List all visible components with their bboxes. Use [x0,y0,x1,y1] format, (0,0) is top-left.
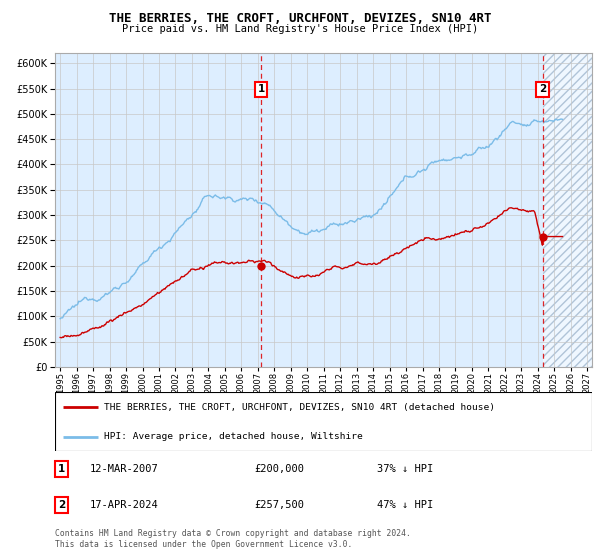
Text: THE BERRIES, THE CROFT, URCHFONT, DEVIZES, SN10 4RT: THE BERRIES, THE CROFT, URCHFONT, DEVIZE… [109,12,491,25]
Text: THE BERRIES, THE CROFT, URCHFONT, DEVIZES, SN10 4RT (detached house): THE BERRIES, THE CROFT, URCHFONT, DEVIZE… [104,403,494,412]
Text: 2: 2 [58,501,65,510]
Text: 12-MAR-2007: 12-MAR-2007 [90,464,159,474]
Text: HPI: Average price, detached house, Wiltshire: HPI: Average price, detached house, Wilt… [104,432,362,441]
Text: 37% ↓ HPI: 37% ↓ HPI [377,464,434,474]
Text: 47% ↓ HPI: 47% ↓ HPI [377,501,434,510]
Text: £200,000: £200,000 [254,464,304,474]
Text: Price paid vs. HM Land Registry's House Price Index (HPI): Price paid vs. HM Land Registry's House … [122,24,478,34]
Text: £257,500: £257,500 [254,501,304,510]
Text: 2: 2 [539,84,546,94]
Text: Contains HM Land Registry data © Crown copyright and database right 2024.
This d: Contains HM Land Registry data © Crown c… [55,529,411,549]
Text: 1: 1 [58,464,65,474]
Text: 17-APR-2024: 17-APR-2024 [90,501,159,510]
Text: 1: 1 [257,84,265,94]
Bar [542,53,592,367]
Bar [542,53,592,367]
